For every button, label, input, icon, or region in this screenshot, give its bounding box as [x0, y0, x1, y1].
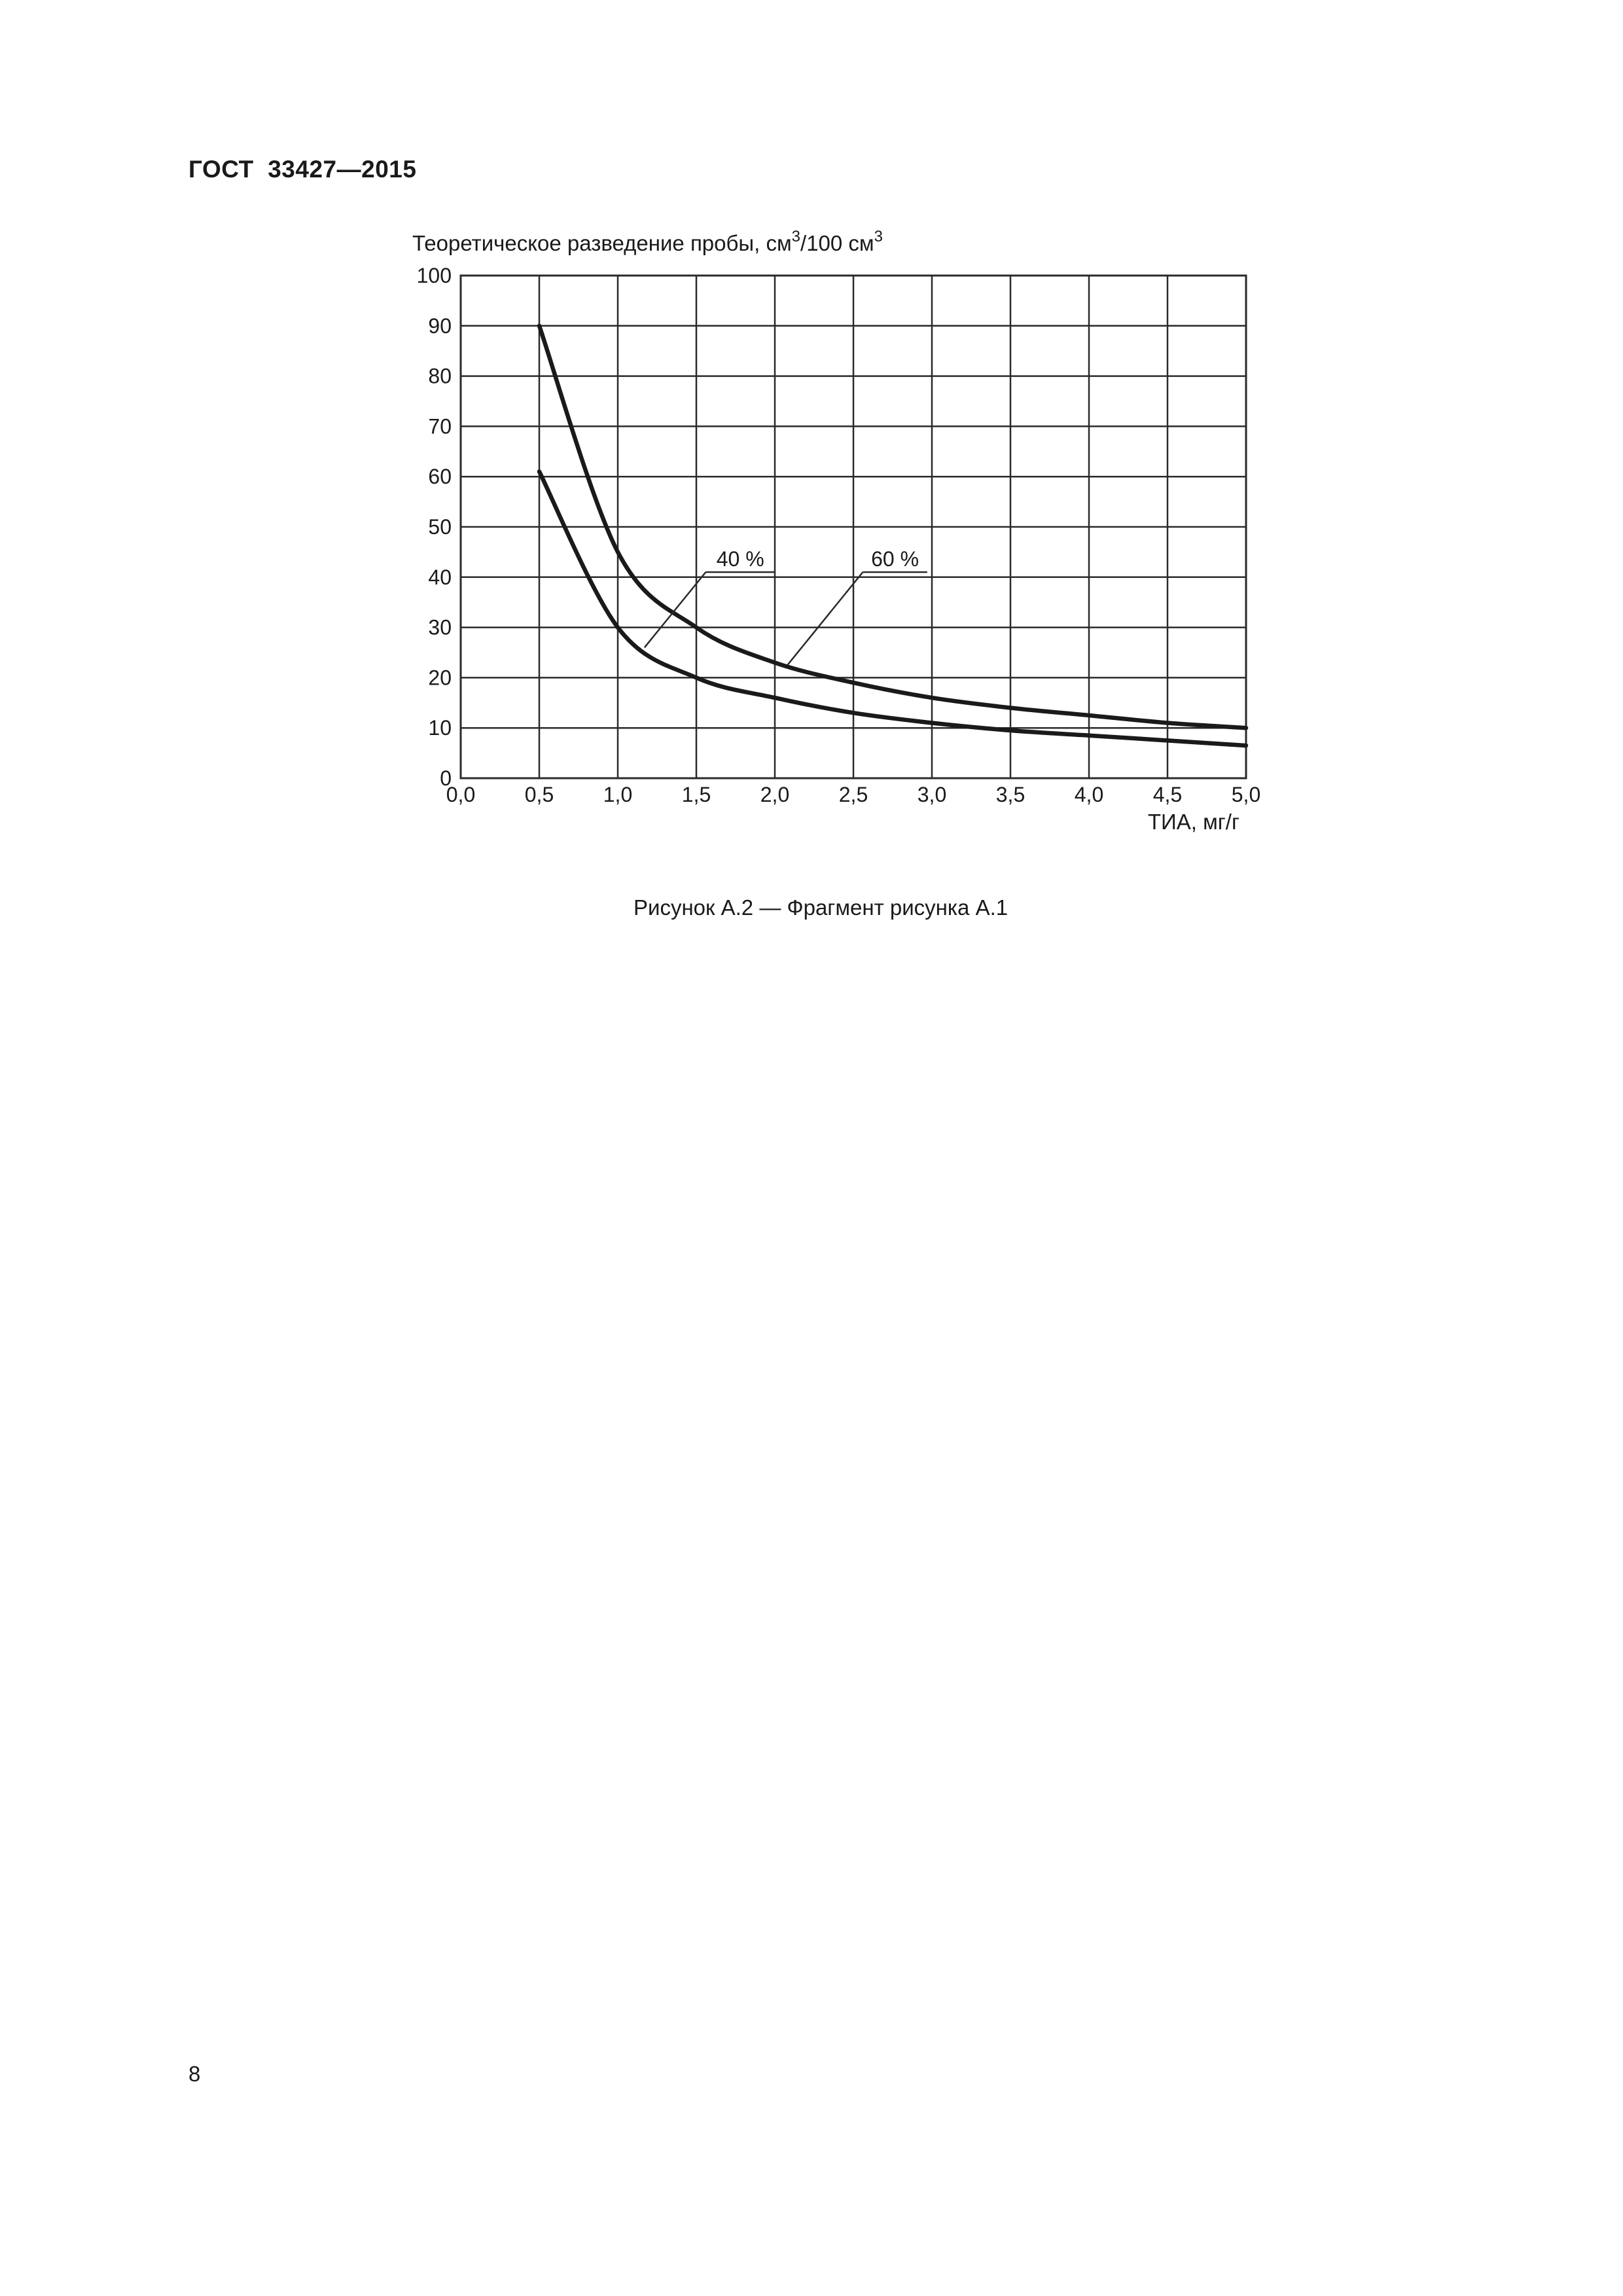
y-tick-label: 60 — [428, 465, 452, 488]
dilution-chart: 0,0 0,5 1,0 1,5 2,0 2,5 3,0 3,5 4,0 4,5 5,0 0 10 20 30… — [417, 264, 1261, 834]
chart-y-axis-title: Теоретическое разведение пробы, см3/100 … — [412, 228, 883, 256]
x-tick-label: 4,0 — [1075, 783, 1103, 806]
x-tick-label: 2,5 — [839, 783, 868, 806]
annotation-label: 40 % — [717, 547, 764, 571]
y-tick-label: 40 — [428, 565, 452, 589]
y-tick-label: 80 — [428, 365, 452, 388]
y-tick-label: 20 — [428, 666, 452, 689]
x-tick-label: 0,0 — [446, 783, 475, 806]
x-tick-label: 1,5 — [682, 783, 711, 806]
x-tick-label: 0,5 — [525, 783, 554, 806]
figure-caption: Рисунок А.2 — Фрагмент рисунка А.1 — [633, 895, 1008, 920]
plot-border — [459, 274, 1247, 780]
y-tick-label: 0 — [440, 766, 452, 790]
x-axis-title: ТИА, мг/г — [1148, 810, 1240, 834]
x-tick-label: 3,0 — [918, 783, 946, 806]
x-tick-label: 4,5 — [1153, 783, 1182, 806]
page-number: 8 — [188, 2062, 201, 2086]
document-header-gost-number: ГОСТ 33427—2015 — [188, 156, 417, 183]
y-tick-label: 10 — [428, 716, 452, 740]
x-tick-label: 5,0 — [1232, 783, 1260, 806]
x-tick-label: 2,0 — [760, 783, 789, 806]
x-tick-label: 1,0 — [603, 783, 632, 806]
annotation-leader-line — [787, 571, 864, 666]
series-curve-40% — [537, 469, 1249, 748]
y-tick-label: 30 — [428, 616, 452, 639]
chart-title-text-2: /100 см — [800, 231, 874, 255]
figure-a2: 0,0 0,5 1,0 1,5 2,0 2,5 3,0 3,5 4,0 4,5 5,0 0 10 20 30… — [366, 229, 1348, 884]
annotation-leader-line — [643, 571, 707, 649]
y-tick-label: 70 — [428, 414, 452, 438]
y-tick-label: 90 — [428, 314, 452, 338]
x-tick-label: 3,5 — [996, 783, 1025, 806]
series-curve-60% — [537, 323, 1249, 730]
chart-title-superscript-2: 3 — [874, 228, 883, 245]
chart-title-text: Теоретическое разведение пробы, см — [412, 231, 792, 255]
annotation-label: 60 % — [871, 547, 919, 571]
chart-title-superscript: 3 — [791, 228, 801, 245]
y-tick-label: 50 — [428, 515, 452, 539]
y-tick-label: 100 — [417, 264, 452, 287]
